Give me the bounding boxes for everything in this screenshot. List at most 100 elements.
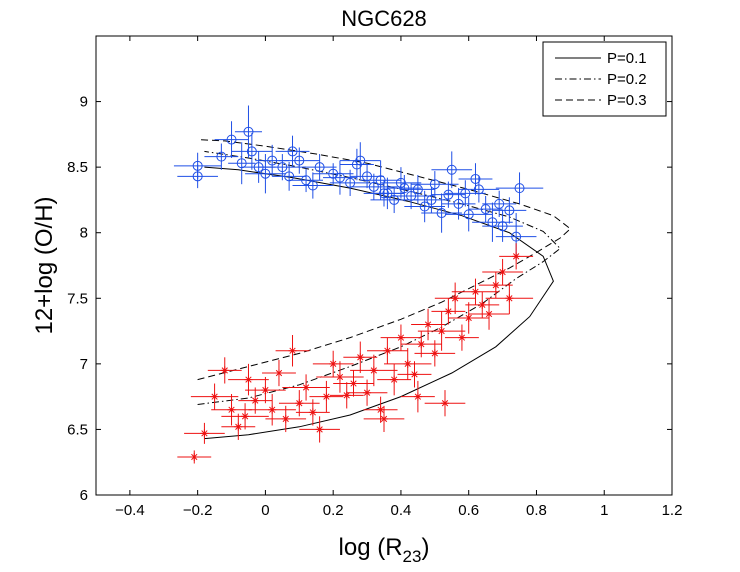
circle-marker (334, 172, 345, 183)
circle-marker (267, 155, 278, 166)
asterisk-marker (437, 327, 446, 336)
asterisk-marker (261, 386, 270, 395)
circle-marker (473, 184, 484, 195)
circle-marker (453, 198, 464, 209)
circle-marker (436, 208, 447, 219)
asterisk-marker (234, 422, 243, 431)
asterisk-marker (315, 425, 324, 434)
circle-marker (470, 173, 481, 184)
upper-data-point (482, 190, 517, 217)
circle-marker (246, 146, 257, 157)
asterisk-marker (241, 412, 250, 421)
axes: −0.4 −0.2 0 0.2 0.4 0.6 0.8 1 1.2 6 6.5 7 7.5 8 8.5 9 (67, 35, 682, 519)
asterisk-marker (505, 294, 514, 303)
lower-data-point (346, 379, 388, 406)
circle-marker (460, 188, 471, 199)
circle-marker (395, 177, 406, 188)
asterisk-marker (430, 349, 439, 358)
upper-data-point (204, 143, 239, 170)
asterisk-marker (329, 359, 338, 368)
lower-data-point (431, 298, 466, 325)
x-tick-label: 0.8 (526, 502, 547, 519)
lower-data-point (221, 413, 256, 440)
circle-marker (368, 181, 379, 192)
lower-data-point (184, 422, 225, 444)
circle-marker (355, 155, 366, 166)
asterisk-marker (190, 452, 199, 461)
upper-data-point (411, 171, 459, 198)
circle-marker (399, 183, 410, 194)
circle-marker (236, 158, 247, 169)
asterisk-marker (424, 320, 433, 329)
lower-data-point (329, 382, 364, 409)
lower-data-point (262, 359, 296, 387)
y-axis-label: 12+log (O/H) (31, 196, 58, 334)
circle-marker (379, 188, 389, 199)
lower-data-point (485, 282, 534, 315)
circle-marker (497, 221, 508, 232)
circle-marker (362, 171, 373, 182)
circle-marker (260, 168, 271, 179)
asterisk-marker (268, 405, 277, 414)
lower-data-point (248, 394, 296, 426)
lower-data-point (221, 403, 269, 430)
x-tick-label: 0.2 (323, 502, 344, 519)
plot-frame (95, 35, 673, 496)
upper-data-point (289, 168, 324, 193)
asterisk-marker (457, 333, 466, 342)
lower-data-point (299, 416, 340, 443)
asterisk-marker (342, 391, 351, 400)
circle-marker (375, 175, 386, 186)
lower-data-point (499, 243, 534, 270)
upper-data-point (272, 161, 307, 191)
upper-data-point (414, 186, 449, 214)
x-tick-label: 0 (261, 502, 269, 519)
asterisk-marker (491, 281, 500, 290)
upper-data-point (350, 173, 398, 200)
lower-data-point (275, 335, 310, 367)
asterisk-marker (281, 414, 290, 423)
lower-data-point (400, 380, 435, 413)
circle-marker (226, 134, 237, 145)
lower-data-point (377, 363, 412, 396)
y-tick-label: 7.5 (67, 290, 88, 307)
asterisk-marker (227, 405, 236, 414)
lower-data-point (309, 380, 344, 413)
asterisk-marker (410, 370, 419, 379)
lower-data-point (424, 390, 466, 417)
circle-marker (216, 151, 227, 162)
asterisk-marker (403, 359, 412, 368)
y-tick-label: 6 (80, 487, 88, 504)
upper-data-point (339, 142, 381, 179)
lower-data-point (312, 350, 354, 377)
upper-branch-points (173, 105, 544, 261)
lower-data-point (397, 361, 432, 388)
lower-data-point (350, 354, 398, 387)
model-curve (204, 166, 554, 440)
asterisk-marker (478, 300, 487, 309)
x-tick-label: 1 (600, 502, 608, 519)
legend-label: P=0.1 (607, 50, 647, 67)
upper-data-point (400, 175, 435, 204)
x-axis-label-close: ) (421, 534, 429, 561)
lower-data-point (468, 298, 510, 330)
upper-data-point (228, 142, 256, 185)
asterisk-marker (220, 366, 229, 375)
lower-data-point (245, 376, 286, 404)
lower-data-point (190, 383, 239, 410)
chart-title: NGC628 (341, 6, 427, 31)
asterisk-marker (444, 307, 453, 316)
asterisk-marker (274, 369, 283, 378)
asterisk-marker (363, 388, 372, 397)
asterisk-marker (302, 383, 311, 392)
lower-data-point (363, 405, 405, 433)
upper-data-point (404, 190, 445, 223)
upper-data-point (421, 193, 462, 233)
y-tick-label: 7 (80, 356, 88, 373)
asterisk-marker (335, 372, 344, 381)
circle-marker (426, 194, 437, 205)
legend: P=0.1 P=0.2 P=0.3 (542, 41, 667, 117)
lower-data-point (444, 324, 479, 351)
x-axis-label: log (R23) (339, 534, 430, 566)
